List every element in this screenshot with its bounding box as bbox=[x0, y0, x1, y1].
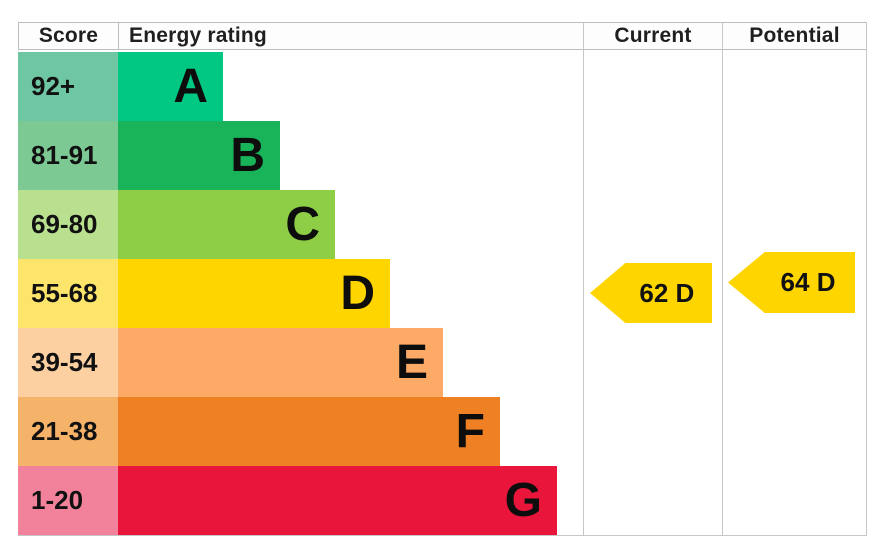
band-score-range: 39-54 bbox=[31, 347, 98, 377]
table-right-border bbox=[866, 22, 867, 535]
band-row: 92+ A bbox=[18, 52, 583, 121]
header-score-label: Score bbox=[38, 24, 99, 47]
band-score-range: 55-68 bbox=[31, 278, 98, 308]
band-score-cell: 81-91 bbox=[18, 121, 118, 190]
band-score-cell: 55-68 bbox=[18, 259, 118, 328]
band-letter: B bbox=[230, 128, 265, 182]
band-score-range: 81-91 bbox=[31, 140, 98, 170]
band-letter: D bbox=[340, 266, 375, 320]
header-energy-rating: Energy rating bbox=[118, 22, 584, 50]
band-letter: E bbox=[395, 335, 428, 389]
potential-rating-marker: 64 D bbox=[728, 252, 855, 313]
band-letter: A bbox=[173, 59, 208, 113]
band-score-range: 21-38 bbox=[31, 416, 98, 446]
header-current-label: Current bbox=[614, 24, 692, 47]
header-potential: Potential bbox=[722, 22, 867, 50]
band-letter: G bbox=[504, 473, 542, 527]
band-score-range: 1-20 bbox=[31, 485, 84, 515]
divider-current-potential bbox=[722, 22, 723, 535]
band-bar: D bbox=[118, 259, 390, 328]
band-score-range: 69-80 bbox=[31, 209, 98, 239]
band-letter: C bbox=[285, 197, 320, 251]
current-rating-marker: 62 D bbox=[590, 263, 712, 323]
band-bar: F bbox=[118, 397, 500, 466]
band-row: 55-68 D bbox=[18, 259, 583, 328]
divider-energy-current bbox=[583, 22, 584, 535]
band-row: 69-80 C bbox=[18, 190, 583, 259]
header-potential-label: Potential bbox=[749, 24, 840, 47]
table-bottom-border bbox=[18, 535, 867, 536]
current-rating-label: 62 D bbox=[639, 277, 695, 308]
header-score: Score bbox=[18, 22, 119, 50]
band-bar: B bbox=[118, 121, 280, 190]
header-current: Current bbox=[583, 22, 723, 50]
band-row: 81-91 B bbox=[18, 121, 583, 190]
band-row: 1-20 G bbox=[18, 466, 583, 535]
band-bar: E bbox=[118, 328, 443, 397]
band-row: 39-54 E bbox=[18, 328, 583, 397]
band-score-cell: 1-20 bbox=[18, 466, 118, 535]
band-bar: A bbox=[118, 52, 223, 121]
band-score-cell: 21-38 bbox=[18, 397, 118, 466]
band-bar: C bbox=[118, 190, 335, 259]
band-letter: F bbox=[455, 404, 485, 458]
band-score-cell: 69-80 bbox=[18, 190, 118, 259]
band-score-cell: 39-54 bbox=[18, 328, 118, 397]
band-score-cell: 92+ bbox=[18, 52, 118, 121]
potential-rating-label: 64 D bbox=[780, 267, 836, 297]
band-row: 21-38 F bbox=[18, 397, 583, 466]
band-score-range: 92+ bbox=[31, 71, 76, 101]
band-bar: G bbox=[118, 466, 557, 535]
header-energy-rating-label: Energy rating bbox=[129, 24, 267, 47]
